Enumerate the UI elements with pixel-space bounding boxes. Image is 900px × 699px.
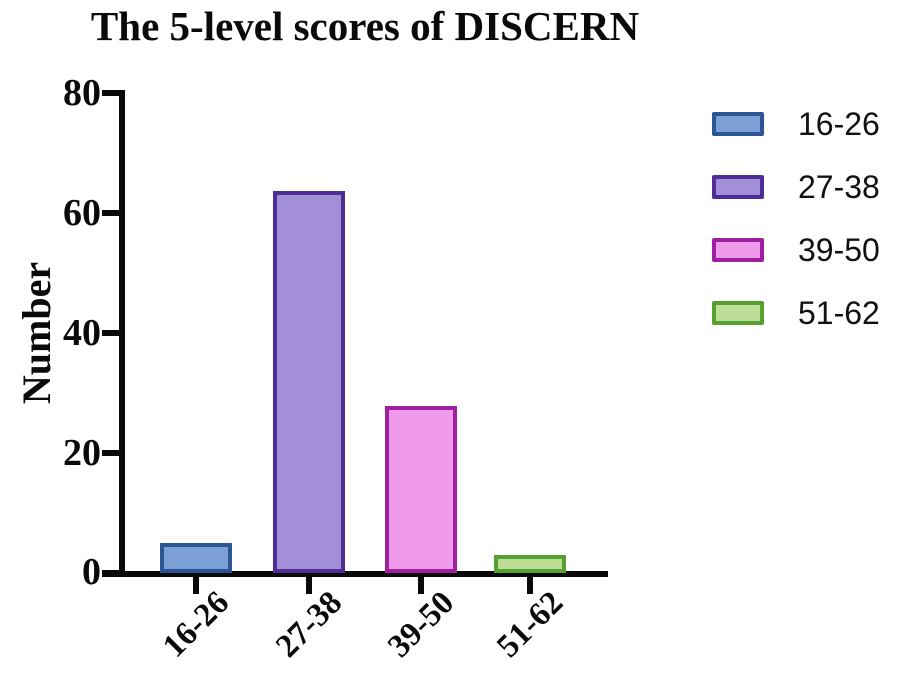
- y-tick-label: 40: [63, 312, 101, 354]
- legend-item: 39-50: [712, 234, 880, 266]
- x-tick-16-26: [193, 577, 199, 594]
- legend-item: 51-62: [712, 297, 880, 329]
- y-axis-line: [119, 90, 125, 577]
- legend-swatch-16-26: [712, 112, 764, 136]
- chart-title: The 5-level scores of DISCERN: [90, 3, 640, 49]
- x-tick-label: 39-50: [381, 584, 462, 665]
- x-tick-27-38: [306, 577, 312, 594]
- legend-item: 16-26: [712, 108, 880, 140]
- y-tick-80: [102, 90, 120, 96]
- x-tick-label: 51-62: [490, 584, 571, 665]
- x-axis-line: [102, 571, 608, 577]
- legend: 16-26 27-38 39-50 51-62: [712, 108, 880, 360]
- y-tick-label: 60: [63, 192, 101, 234]
- legend-item: 27-38: [712, 171, 880, 203]
- y-tick-label: 80: [63, 72, 101, 114]
- legend-swatch-51-62: [712, 301, 764, 325]
- x-tick-39-50: [418, 577, 424, 594]
- bar-16-26: [160, 543, 232, 573]
- y-tick-20: [102, 450, 120, 456]
- legend-swatch-39-50: [712, 238, 764, 262]
- x-tick-51-62: [527, 577, 533, 594]
- y-tick-0: [102, 570, 120, 576]
- legend-label: 27-38: [798, 169, 880, 205]
- y-tick-label: 20: [63, 432, 101, 474]
- y-tick-60: [102, 210, 120, 216]
- y-tick-label: 0: [82, 551, 101, 593]
- y-tick-40: [102, 330, 120, 336]
- legend-label: 39-50: [798, 232, 880, 268]
- x-tick-label: 27-38: [269, 584, 350, 665]
- legend-swatch-27-38: [712, 175, 764, 199]
- legend-label: 16-26: [798, 106, 880, 142]
- bar-27-38: [273, 191, 345, 573]
- legend-label: 51-62: [798, 295, 880, 331]
- bar-39-50: [385, 406, 457, 573]
- bar-51-62: [494, 555, 566, 573]
- x-tick-label: 16-26: [156, 584, 237, 665]
